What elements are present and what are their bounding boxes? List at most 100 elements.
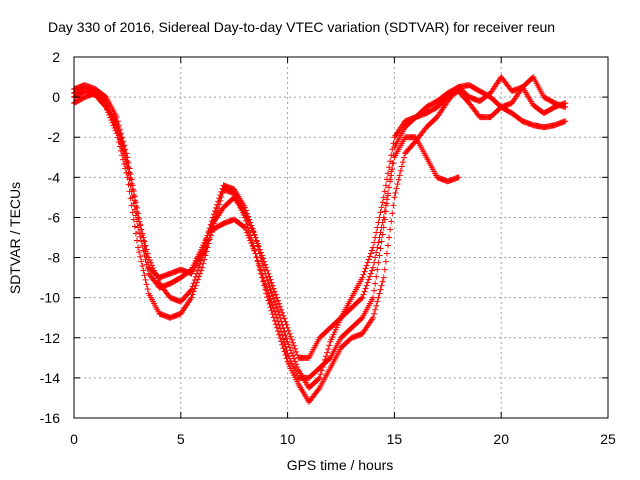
data-point [285, 327, 292, 334]
data-point [218, 188, 225, 195]
data-point [399, 159, 406, 166]
data-point [277, 334, 284, 341]
data-point [142, 276, 149, 283]
data-point [268, 289, 275, 296]
data-point [379, 278, 386, 285]
data-point [135, 244, 142, 251]
data-point [137, 253, 144, 260]
data-point [377, 209, 384, 216]
y-tick-label: -6 [48, 209, 61, 225]
data-point [366, 253, 373, 260]
grid-lines [74, 57, 608, 418]
data-point [374, 298, 381, 305]
y-tick-label: 2 [52, 49, 60, 65]
data-point [136, 249, 143, 256]
data-point [283, 335, 290, 342]
data-point [125, 181, 132, 188]
data-point [271, 288, 278, 295]
data-point [116, 126, 123, 133]
data-point [119, 152, 126, 159]
data-point [241, 204, 248, 211]
data-point [377, 286, 384, 293]
data-point [358, 295, 365, 302]
data-point [188, 294, 195, 301]
data-point [317, 371, 324, 378]
data-point [266, 273, 273, 280]
data-point [128, 176, 135, 183]
data-point [200, 246, 207, 253]
data-point [389, 210, 396, 217]
y-tick-label: -10 [40, 290, 60, 306]
axis-ticks: 0 5 10 15 20 25 -16 -14 -12 -10 -8 -6 -4 -2 0 2 [40, 49, 616, 447]
data-point [189, 283, 196, 290]
data-point [282, 352, 289, 359]
data-point [395, 176, 402, 183]
data-point [384, 170, 391, 177]
data-point [244, 210, 251, 217]
data-point [378, 204, 385, 211]
data-point [278, 318, 285, 325]
data-point [375, 219, 382, 226]
data-point [216, 195, 223, 202]
data-point [386, 164, 393, 171]
data-point [278, 306, 285, 313]
data-point [366, 273, 373, 280]
data-point [204, 232, 211, 239]
data-point [124, 154, 131, 161]
data-point [394, 181, 401, 188]
data-point [211, 208, 218, 215]
data-point [262, 286, 269, 293]
data-point [294, 351, 301, 358]
data-point [253, 238, 260, 245]
data-point [390, 140, 397, 147]
data-point [261, 282, 268, 289]
data-point [387, 226, 394, 233]
data-point [324, 349, 331, 356]
data-point [326, 355, 333, 362]
data-point [365, 276, 372, 283]
data-point [361, 288, 368, 295]
data-point [134, 237, 141, 244]
data-point [363, 262, 370, 269]
data-point [316, 374, 323, 381]
data-point [370, 294, 377, 301]
data-point [139, 262, 146, 269]
data-point [263, 274, 270, 281]
data-point [189, 291, 196, 298]
data-point [374, 224, 381, 231]
x-axis-label: GPS time / hours [287, 457, 394, 473]
data-point [364, 279, 371, 286]
data-point [455, 174, 462, 181]
data-point [194, 267, 201, 274]
data-point [119, 139, 126, 146]
data-point [362, 265, 369, 272]
data-point [130, 187, 137, 194]
data-point [292, 345, 299, 352]
data-point [127, 195, 134, 202]
data-point [378, 238, 385, 245]
data-point [124, 174, 131, 181]
data-point [370, 314, 377, 321]
data-point [377, 245, 384, 252]
data-point [132, 230, 139, 237]
data-point [144, 286, 151, 293]
data-point [257, 249, 264, 256]
data-point [263, 290, 270, 297]
data-point [272, 301, 279, 308]
data-point [382, 182, 389, 189]
data-point [271, 317, 278, 324]
data-point [372, 234, 379, 241]
data-point [277, 303, 284, 310]
data-point [132, 199, 139, 206]
data-point [365, 256, 372, 263]
data-point [398, 163, 405, 170]
data-point [286, 344, 293, 351]
data-point [187, 287, 194, 294]
data-point [260, 262, 267, 269]
data-point [393, 185, 400, 192]
data-point [401, 154, 408, 161]
data-point [379, 199, 386, 206]
data-point [254, 242, 261, 249]
